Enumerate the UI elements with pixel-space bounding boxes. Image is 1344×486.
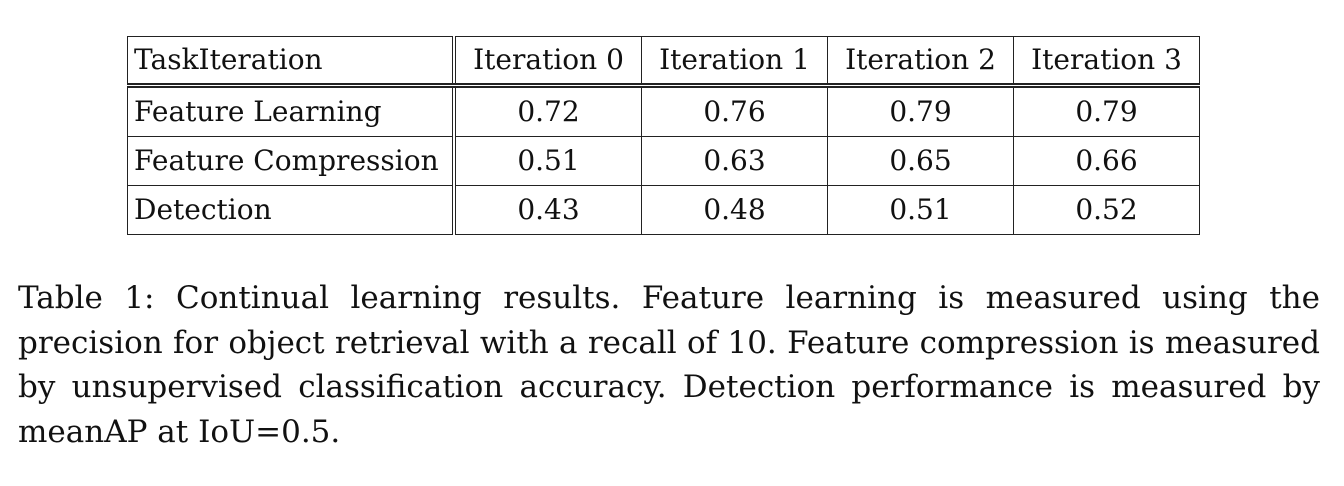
table-cell: 0.79	[827, 85, 1014, 137]
column-header-iteration-2: Iteration 2	[827, 36, 1014, 88]
row-label: Feature Compression	[127, 136, 456, 186]
table-cell: 0.48	[641, 185, 828, 235]
column-header-iteration-0: Iteration 0	[453, 36, 642, 88]
table-row-feature-compression: Feature Compression 0.51 0.63 0.65 0.66	[127, 136, 1200, 186]
table-cell: 0.63	[641, 136, 828, 186]
table-cell: 0.79	[1013, 85, 1200, 137]
table-cell: 0.52	[1013, 185, 1200, 235]
table-caption: Table 1: Continual learning results. Fea…	[18, 280, 1320, 450]
table-corner-header: TaskIteration	[127, 36, 456, 88]
results-table: TaskIteration Iteration 0 Iteration 1 It…	[127, 36, 1200, 235]
column-header-iteration-1: Iteration 1	[641, 36, 828, 88]
table-cell: 0.51	[453, 136, 642, 186]
results-table-container: TaskIteration Iteration 0 Iteration 1 It…	[127, 36, 1200, 235]
row-label: Feature Learning	[127, 85, 456, 137]
table-row-feature-learning: Feature Learning 0.72 0.76 0.79 0.79	[127, 85, 1200, 137]
table-cell: 0.76	[641, 85, 828, 137]
table-cell: 0.66	[1013, 136, 1200, 186]
table-cell: 0.65	[827, 136, 1014, 186]
table-cell: 0.72	[453, 85, 642, 137]
row-label: Detection	[127, 185, 456, 235]
table-cell: 0.43	[453, 185, 642, 235]
table-header-row: TaskIteration Iteration 0 Iteration 1 It…	[127, 36, 1200, 88]
table-cell: 0.51	[827, 185, 1014, 235]
column-header-iteration-3: Iteration 3	[1013, 36, 1200, 88]
table-row-detection: Detection 0.43 0.48 0.51 0.52	[127, 185, 1200, 235]
